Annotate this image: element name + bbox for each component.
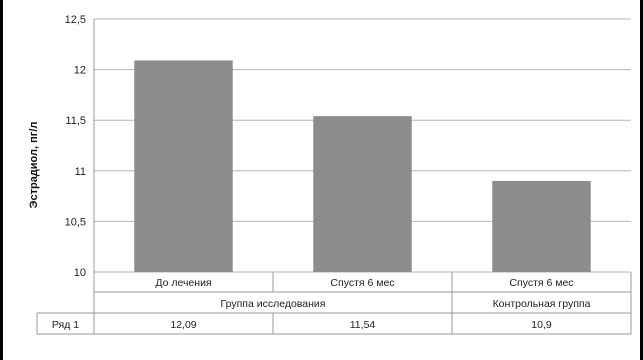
y-tick-label: 11,5 — [65, 115, 86, 127]
data-table: До лечения Спустя 6 мес Спустя 6 мес Группа… — [36, 272, 632, 335]
series-name: Ряд 1 — [52, 319, 79, 331]
category-label: До лечения — [155, 277, 211, 289]
y-tick-label: 12,5 — [65, 14, 86, 26]
category-label: Спустя 6 мес — [509, 277, 573, 289]
data-value-label: 12,09 — [170, 319, 196, 331]
bars — [134, 60, 591, 272]
y-tick-label: 12 — [74, 65, 86, 77]
bar-chart: 10 10,5 11 11,5 12 12,5 До лечения Спустя 6 ме… — [28, 14, 632, 335]
bar — [134, 60, 233, 272]
y-tick-label: 11 — [75, 166, 86, 178]
y-tick-label: 10,5 — [65, 216, 86, 228]
y-axis-ticks: 10 10,5 11 11,5 12 12,5 — [65, 14, 86, 279]
bar — [492, 180, 591, 272]
bar — [313, 116, 412, 272]
group-label: Группа исследования — [221, 298, 326, 310]
category-label: Спустя 6 мес — [330, 277, 394, 289]
group-label: Контрольная группа — [493, 298, 591, 310]
y-tick-label: 10 — [74, 267, 86, 279]
data-value-label: 11,54 — [350, 319, 376, 331]
y-axis-label: Эстрадиол, пг/л — [28, 122, 40, 209]
data-value-label: 10,9 — [531, 319, 552, 331]
